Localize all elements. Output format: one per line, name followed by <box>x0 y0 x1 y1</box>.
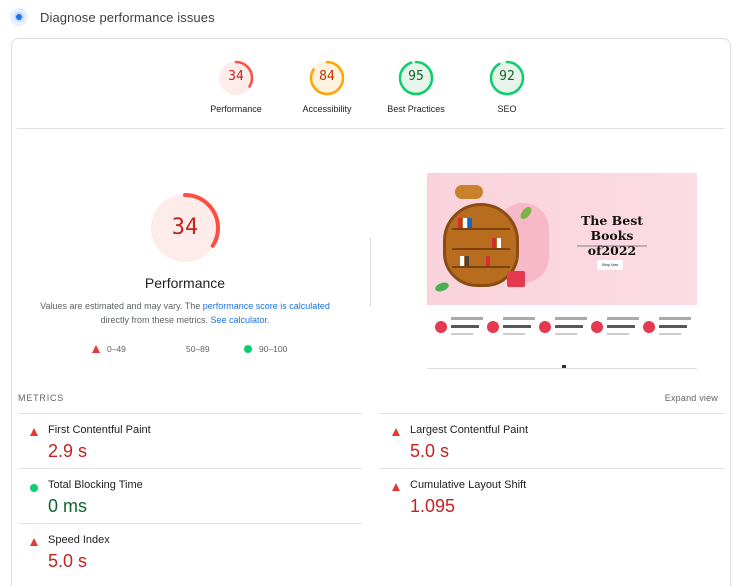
performance-score-ring <box>150 193 220 263</box>
gauge-best-practices[interactable]: 95 Best Practices <box>371 59 461 114</box>
score-desc-text: Values are estimated and may vary. The <box>40 301 203 311</box>
hero-headline: The Best Books of2022 <box>580 213 644 258</box>
legend-average: 50–89 <box>171 344 210 354</box>
metric-total-blocking-time: Total Blocking Time 0 ms <box>18 468 362 523</box>
metric-label: Total Blocking Time <box>48 479 143 491</box>
performance-score-link[interactable]: performance score is calculated <box>202 301 330 311</box>
gauge-accessibility[interactable]: 84 Accessibility <box>282 59 372 114</box>
score-description: Values are estimated and may vary. The p… <box>32 299 338 327</box>
section-header: Diagnose performance issues <box>10 6 215 28</box>
score-desc-text-2: directly from these metrics. <box>100 315 211 325</box>
bookshelf-top-image <box>455 185 483 199</box>
gauge-score: 84 <box>319 69 335 84</box>
performance-score-gauge: 34 <box>148 191 222 265</box>
gift-box-image <box>507 271 525 287</box>
metric-speed-index: Speed Index 5.0 s <box>18 523 362 583</box>
gauge-score: 95 <box>408 69 424 84</box>
shop-now-button: Shop Now <box>597 260 623 270</box>
gauge-seo[interactable]: 92 SEO <box>462 59 552 114</box>
gauge-score: 34 <box>228 69 244 84</box>
gauge-label: SEO <box>497 104 517 114</box>
score-legend: 0–49 50–89 90–100 <box>90 344 290 356</box>
final-screenshot[interactable]: The Best Books of2022 Shop Now <box>427 173 697 369</box>
category-gauges: 34 Performance 84 Accessibility 95 Best … <box>12 59 732 139</box>
metric-label: Largest Contentful Paint <box>410 424 529 436</box>
metric-value: 1.095 <box>410 496 456 516</box>
metric-largest-contentful-paint: Largest Contentful Paint 5.0 s <box>380 413 724 468</box>
metric-value: 2.9 s <box>48 441 88 461</box>
lighthouse-icon <box>10 8 28 26</box>
gauge-score: 92 <box>499 69 515 84</box>
metric-label: Cumulative Layout Shift <box>410 479 527 491</box>
metric-value: 5.0 s <box>48 551 88 571</box>
metric-label: Speed Index <box>48 534 110 546</box>
legend-fail: 0–49 <box>92 344 126 354</box>
gauge-accessibility-ring <box>309 60 345 96</box>
expand-view-toggle[interactable]: Expand view <box>664 393 718 403</box>
gauges-divider <box>17 128 725 129</box>
fail-triangle-icon <box>30 428 38 436</box>
legend-range: 50–89 <box>186 344 210 354</box>
metrics-heading: METRICS <box>18 393 65 403</box>
legend-pass: 90–100 <box>244 344 287 354</box>
metric-value: 0 ms <box>48 496 88 516</box>
gauge-best-practices-ring <box>398 60 434 96</box>
gauge-seo-ring <box>489 60 525 96</box>
metric-value: 5.0 s <box>410 441 450 461</box>
apple-bookshelf-image <box>443 203 519 287</box>
vertical-divider <box>370 237 371 307</box>
legend-range: 90–100 <box>259 344 288 354</box>
legend-range: 0–49 <box>107 344 126 354</box>
metric-label: First Contentful Paint <box>48 424 151 436</box>
calculator-link[interactable]: See calculator. <box>210 315 270 325</box>
gauge-label: Accessibility <box>302 104 352 114</box>
gauge-performance[interactable]: 34 Performance <box>191 59 281 114</box>
fail-triangle-icon <box>30 538 38 546</box>
gauge-label: Best Practices <box>387 104 445 114</box>
section-title: Diagnose performance issues <box>40 9 215 25</box>
gauge-label: Performance <box>210 104 262 114</box>
pass-circle-icon <box>30 484 38 492</box>
gauge-performance-ring <box>218 60 254 96</box>
metric-cumulative-layout-shift: Cumulative Layout Shift 1.095 <box>380 468 724 523</box>
performance-score-label: Performance <box>144 275 226 291</box>
performance-score-value: 34 <box>171 215 199 240</box>
metric-first-contentful-paint: First Contentful Paint 2.9 s <box>18 413 362 468</box>
report-card: 34 Performance 84 Accessibility 95 Best … <box>11 38 731 586</box>
fail-triangle-icon <box>392 428 400 436</box>
pass-circle-icon <box>244 345 252 353</box>
fail-triangle-icon <box>392 483 400 491</box>
fail-triangle-icon <box>92 345 100 353</box>
